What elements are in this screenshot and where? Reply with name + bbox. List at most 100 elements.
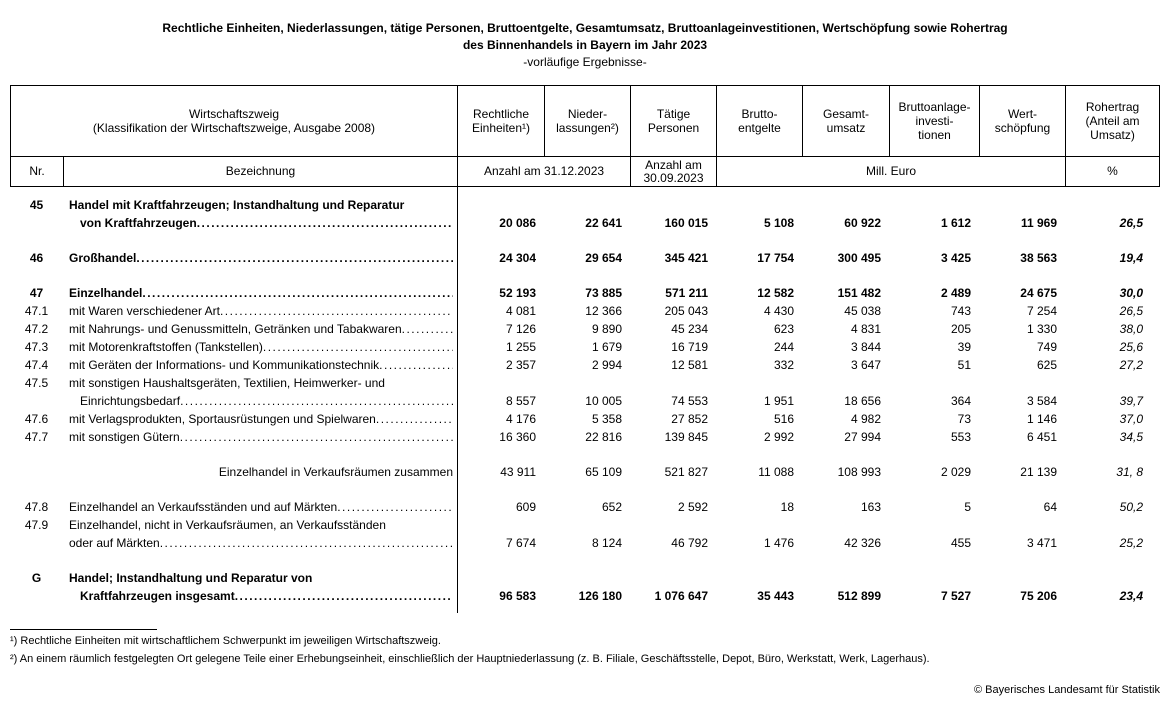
table-row: 47.3 mit Motorenkraftstoffen (Tankstellen… [10, 338, 1160, 356]
row-label-text: Großhandel [69, 251, 137, 265]
footnote-1: ¹) Rechtliche Einheiten mit wirtschaftli… [10, 635, 441, 647]
row-value: 455 [950, 536, 971, 550]
header-bruttoentgelte: Brutto- entgelte [717, 86, 803, 156]
table-row: Einzelhandel in Verkaufsräumen zusammen 4… [10, 463, 1160, 481]
table-row: 45 Handel mit Kraftfahrzeugen; Instandhal… [10, 196, 1160, 232]
table-row: 47.6 mit Verlagsprodukten, Sportausrüstun… [10, 410, 1160, 428]
row-value: 205 043 [664, 304, 708, 318]
statistics-table: Wirtschaftszweig (Klassifikation der Wir… [10, 85, 1160, 613]
row-value: 26,5 [1119, 216, 1143, 230]
row-value: 5 358 [591, 412, 622, 426]
header-bezeichnung: Bezeichnung [64, 157, 458, 186]
table-row: 47.1 mit Waren verschiedener Art 4 081 12 3… [10, 302, 1160, 320]
row-label: Handel; Instandhaltung und Reparatur von… [63, 569, 457, 605]
row-label-text: von Kraftfahrzeugen [80, 216, 197, 230]
row-value: 7 674 [505, 536, 536, 550]
row-value: 34,5 [1119, 430, 1143, 444]
row-label: Großhandel [63, 249, 457, 267]
footnote-2: ²) An einem räumlich festgelegten Ort ge… [10, 653, 930, 665]
title-subtitle: -vorläufige Ergebnisse- [523, 55, 647, 69]
row-value: 364 [950, 394, 971, 408]
row-value: 521 827 [664, 465, 708, 479]
row-value: 553 [950, 430, 971, 444]
row-value: 52 193 [499, 286, 536, 300]
row-value: 20 086 [499, 216, 536, 230]
row-label: Einzelhandel an Verkaufsständen und auf … [63, 498, 457, 516]
header-taetige-personen: Tätige Personen [631, 86, 717, 156]
row-label-text: mit Nahrungs- und Genussmitteln, Getränk… [69, 322, 402, 336]
row-value: 25,6 [1119, 340, 1143, 354]
row-value: 7 527 [940, 589, 971, 603]
row-nr: 47.6 [24, 412, 49, 426]
dot-leader [180, 428, 453, 446]
row-value: 512 899 [837, 589, 881, 603]
row-value: 163 [860, 500, 881, 514]
row-value: 3 844 [850, 340, 881, 354]
row-value: 26,5 [1119, 304, 1143, 318]
row-value: 60 922 [844, 216, 881, 230]
row-value: 332 [773, 358, 794, 372]
row-label-text: mit Verlagsprodukten, Sportausrüstungen … [69, 412, 376, 426]
row-nr: 47.4 [24, 358, 49, 372]
table-row: 47.5 mit sonstigen Haushaltsgeräten, Text… [10, 374, 1160, 410]
row-value: 22 641 [585, 216, 622, 230]
dot-leader [220, 302, 453, 320]
row-value: 74 553 [671, 394, 708, 408]
row-value: 623 [773, 322, 794, 336]
row-value: 2 357 [505, 358, 536, 372]
row-value: 300 495 [837, 251, 881, 265]
table-row: 46 Großhandel 24 304 29 654 345 421 17 754 300… [10, 249, 1160, 267]
row-value: 12 582 [757, 286, 794, 300]
row-value: 23,4 [1119, 589, 1143, 603]
dot-leader [379, 356, 453, 374]
row-value: 46 792 [671, 536, 708, 550]
header-percent: % [1107, 164, 1118, 178]
row-nr: 47.1 [24, 304, 49, 318]
row-value: 743 [950, 304, 971, 318]
row-nr: G [31, 571, 42, 585]
row-nr: 46 [29, 251, 44, 265]
row-value: 1 330 [1026, 322, 1057, 336]
row-value: 1 476 [763, 536, 794, 550]
row-value: 126 180 [578, 589, 622, 603]
row-value: 7 126 [505, 322, 536, 336]
row-value: 29 654 [585, 251, 622, 265]
title-line-1: Rechtliche Einheiten, Niederlassungen, t… [162, 21, 1008, 35]
row-label: mit sonstigen Gütern [63, 428, 457, 446]
dot-leader [235, 587, 453, 605]
row-value: 8 557 [505, 394, 536, 408]
row-label-text: mit Waren verschiedener Art [69, 304, 220, 318]
row-value: 2 489 [940, 286, 971, 300]
row-label-text: Einzelhandel [69, 286, 143, 300]
header-rohertrag: Rohertrag (Anteil am Umsatz) [1085, 100, 1140, 142]
row-value: 50,2 [1119, 500, 1143, 514]
row-value: 11 969 [1020, 216, 1057, 230]
row-value: 22 816 [585, 430, 622, 444]
row-label-text: mit Motorenkraftstoffen (Tankstellen) [69, 340, 263, 354]
row-nr: 45 [29, 198, 44, 212]
row-value: 37,0 [1119, 412, 1143, 426]
row-value: 3 584 [1026, 394, 1057, 408]
row-value: 8 124 [591, 536, 622, 550]
row-label: mit sonstigen Haushaltsgeräten, Textilie… [63, 374, 457, 410]
row-label-text: Handel mit Kraftfahrzeugen; Instandhaltu… [69, 198, 405, 212]
row-value: 652 [601, 500, 622, 514]
table-row: 47.4 mit Geräten der Informations- und Ko… [10, 356, 1160, 374]
row-value: 19,4 [1119, 251, 1143, 265]
row-value: 10 005 [585, 394, 622, 408]
row-value: 160 015 [664, 216, 708, 230]
row-value: 45 234 [671, 322, 708, 336]
row-nr: 47.9 [24, 518, 49, 532]
row-value: 4 831 [850, 322, 881, 336]
row-value: 4 081 [505, 304, 536, 318]
row-label-text: Einrichtungsbedarf [80, 394, 181, 408]
row-value: 75 206 [1020, 589, 1057, 603]
table-row: 47.7 mit sonstigen Gütern 16 360 22 816 139 … [10, 428, 1160, 446]
dot-leader [376, 410, 453, 428]
row-value: 11 088 [758, 465, 794, 479]
row-value: 1 255 [505, 340, 536, 354]
row-value: 4 430 [763, 304, 794, 318]
row-value: 1 076 647 [654, 589, 708, 603]
row-value: 1 951 [763, 394, 794, 408]
row-value: 27 852 [671, 412, 708, 426]
